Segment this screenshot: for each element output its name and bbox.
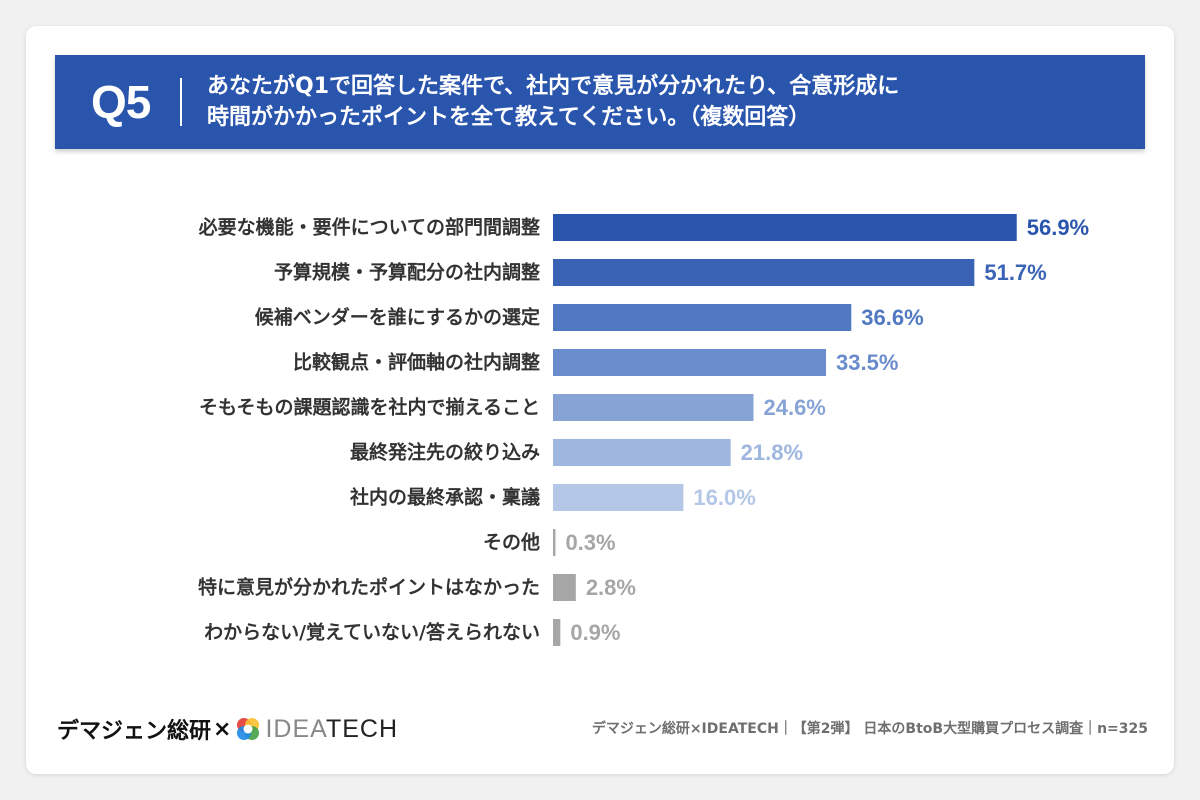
category-label: 最終発注先の絞り込み <box>350 441 540 464</box>
question-text: あなたがQ1で回答した案件で、社内で意見が分かれたり、合意形成に 時間がかかった… <box>207 71 1107 133</box>
header-divider <box>180 78 182 126</box>
category-label: 必要な機能・要件についての部門間調整 <box>198 216 540 239</box>
value-label: 24.6% <box>763 395 825 420</box>
value-label: 51.7% <box>984 260 1046 285</box>
bar <box>553 574 576 601</box>
category-label: わからない/覚えていない/答えられない <box>204 621 540 644</box>
bar <box>553 439 731 466</box>
category-label: 社内の最終承認・稟議 <box>349 486 540 509</box>
category-label: 予算規模・予算配分の社内調整 <box>274 261 540 284</box>
value-label: 36.6% <box>861 305 923 330</box>
value-label: 0.9% <box>570 620 620 645</box>
category-label: 比較観点・評価軸の社内調整 <box>293 351 540 374</box>
bar <box>553 259 975 286</box>
question-header: Q5 あなたがQ1で回答した案件で、社内で意見が分かれたり、合意形成に 時間がか… <box>55 55 1145 149</box>
bar <box>553 304 852 331</box>
brand-ideatech: IDEATECH <box>265 715 398 744</box>
bar <box>553 484 684 511</box>
value-label: 21.8% <box>741 440 803 465</box>
brand-idea-text: IDEA <box>265 714 326 743</box>
brand-times-sign: × <box>213 716 232 742</box>
question-number: Q5 <box>91 76 151 128</box>
bar <box>553 214 1017 241</box>
bar <box>553 349 827 376</box>
category-label: 候補ベンダーを誰にするかの選定 <box>255 306 540 329</box>
value-label: 33.5% <box>836 350 898 375</box>
bar <box>553 619 561 646</box>
ideatech-color-ring-icon <box>237 718 260 740</box>
category-label: そもそもの課題認識を社内で揃えること <box>199 396 540 419</box>
source-note: デマジェン総研×IDEATECH｜【第2弾】 日本のBtoB大型購買プロセス調査… <box>591 721 1148 737</box>
question-line-2: 時間がかかったポイントを全て教えてください。（複数回答） <box>207 105 811 130</box>
brand-demagen: デマジェン総研 <box>57 719 212 744</box>
value-label: 16.0% <box>693 485 755 510</box>
question-line-1: あなたがQ1で回答した案件で、社内で意見が分かれたり、合意形成に <box>207 74 900 99</box>
value-label: 2.8% <box>586 575 636 600</box>
bar <box>553 529 556 556</box>
category-label: その他 <box>483 531 540 554</box>
category-label: 特に意見が分かれたポイントはなかった <box>198 576 540 599</box>
brand-tech-text: TECH <box>325 714 399 743</box>
value-label: 56.9% <box>1027 215 1089 240</box>
footer-brand: デマジェン総研 × IDEATECH <box>57 712 398 746</box>
value-label: 0.3% <box>565 530 615 555</box>
bar <box>553 394 754 421</box>
